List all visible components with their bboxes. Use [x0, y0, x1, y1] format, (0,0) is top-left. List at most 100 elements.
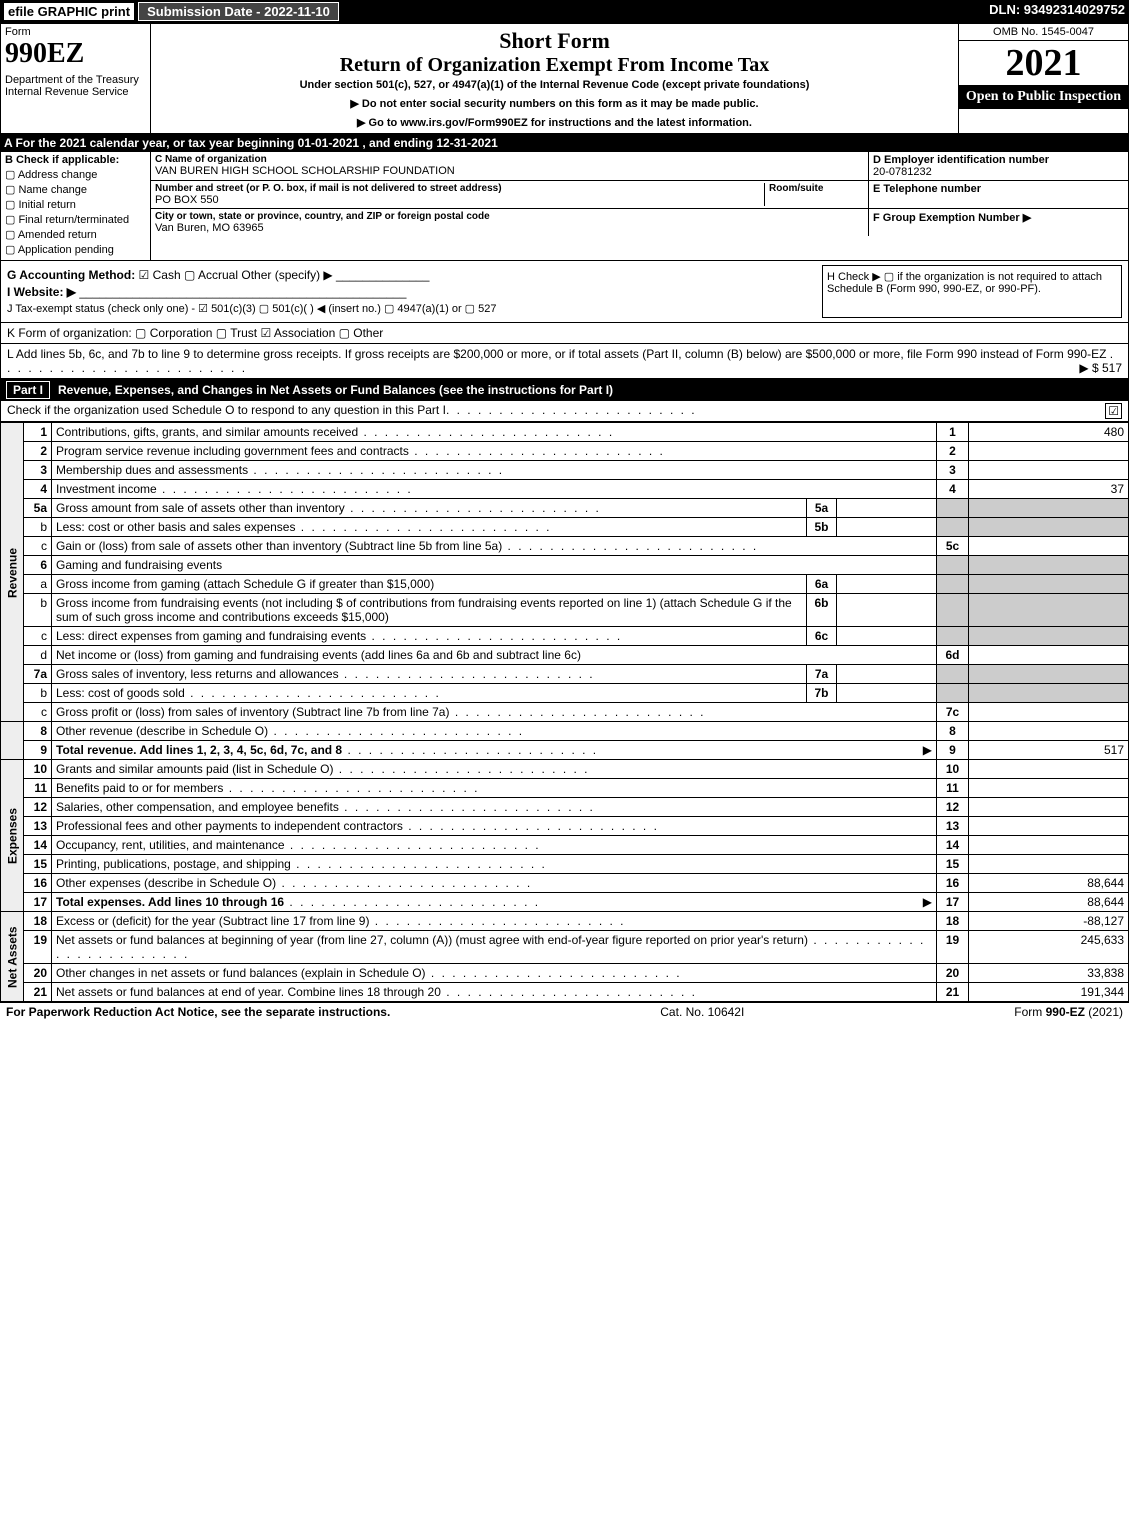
ln16-cell: 16 — [937, 874, 969, 893]
cb-final-return[interactable]: Final return/terminated — [5, 213, 146, 226]
ln5c-cell: 5c — [937, 537, 969, 556]
g-accrual[interactable]: ▢ Accrual — [184, 268, 238, 282]
ln7b-text: Less: cost of goods sold — [56, 686, 185, 700]
section-bcd: B Check if applicable: Address change Na… — [0, 152, 1129, 261]
form-number: 990EZ — [5, 38, 146, 70]
ln6b-num: b — [24, 594, 52, 627]
c-name-label: C Name of organization — [155, 154, 864, 165]
part1-title: Revenue, Expenses, and Changes in Net As… — [58, 383, 613, 397]
ln19-text: Net assets or fund balances at beginning… — [56, 933, 808, 947]
ln4-num: 4 — [24, 480, 52, 499]
ln6-num: 6 — [24, 556, 52, 575]
ln8-num: 8 — [24, 722, 52, 741]
cb-name-change[interactable]: Name change — [5, 183, 146, 196]
ln1-cell: 1 — [937, 423, 969, 442]
ln5a-num: 5a — [24, 499, 52, 518]
efile-label[interactable]: efile GRAPHIC print — [4, 3, 134, 20]
ln8-cell: 8 — [937, 722, 969, 741]
footer-left: For Paperwork Reduction Act Notice, see … — [6, 1005, 390, 1019]
ln17-amt: 88,644 — [969, 893, 1129, 912]
side-netassets: Net Assets — [1, 912, 24, 1002]
ln7c-cell: 7c — [937, 703, 969, 722]
form-word: Form — [5, 26, 146, 38]
ln15-num: 15 — [24, 855, 52, 874]
ln14-amt — [969, 836, 1129, 855]
ln5c-num: c — [24, 537, 52, 556]
ln19-num: 19 — [24, 931, 52, 964]
part1-checkbox[interactable]: ☑ — [1105, 403, 1122, 419]
c-city-label: City or town, state or province, country… — [155, 211, 864, 222]
ln21-text: Net assets or fund balances at end of ye… — [56, 985, 441, 999]
top-bar: efile GRAPHIC print Submission Date - 20… — [0, 0, 1129, 23]
ln6a-inner: 6a — [807, 575, 837, 594]
ln6d-text: Net income or (loss) from gaming and fun… — [56, 648, 581, 662]
ln14-text: Occupancy, rent, utilities, and maintena… — [56, 838, 285, 852]
ln7a-num: 7a — [24, 665, 52, 684]
ln1-text: Contributions, gifts, grants, and simila… — [56, 425, 358, 439]
ln13-num: 13 — [24, 817, 52, 836]
cb-application-pending[interactable]: Application pending — [5, 243, 146, 256]
ln16-text: Other expenses (describe in Schedule O) — [56, 876, 276, 890]
e-tel-label: E Telephone number — [873, 183, 1124, 195]
under-section: Under section 501(c), 527, or 4947(a)(1)… — [155, 79, 954, 91]
ln6c-text: Less: direct expenses from gaming and fu… — [56, 629, 366, 643]
ln6a-text: Gross income from gaming (attach Schedul… — [56, 577, 434, 591]
open-inspection: Open to Public Inspection — [959, 85, 1128, 109]
ln18-cell: 18 — [937, 912, 969, 931]
ln15-cell: 15 — [937, 855, 969, 874]
row-a-period: A For the 2021 calendar year, or tax yea… — [0, 134, 1129, 152]
g-cash[interactable]: ☑ Cash — [139, 268, 181, 282]
omb-number: OMB No. 1545-0047 — [959, 24, 1128, 41]
ln21-cell: 21 — [937, 983, 969, 1002]
l-gross-receipts: L Add lines 5b, 6c, and 7b to line 9 to … — [0, 344, 1129, 379]
ln9-text: Total revenue. Add lines 1, 2, 3, 4, 5c,… — [56, 743, 342, 757]
ln7c-amt — [969, 703, 1129, 722]
ln17-text: Total expenses. Add lines 10 through 16 — [56, 895, 284, 909]
ln11-num: 11 — [24, 779, 52, 798]
org-address: PO BOX 550 — [155, 194, 764, 206]
g-label: G Accounting Method: — [7, 268, 135, 282]
ln5a-inamt — [837, 499, 937, 518]
ln18-num: 18 — [24, 912, 52, 931]
section-ghij: G Accounting Method: ☑ Cash ▢ Accrual Ot… — [0, 261, 1129, 323]
ln20-text: Other changes in net assets or fund bala… — [56, 966, 426, 980]
h-schedule-b[interactable]: H Check ▶ ▢ if the organization is not r… — [822, 265, 1122, 318]
ln5a-text: Gross amount from sale of assets other t… — [56, 501, 345, 515]
ln7a-inner: 7a — [807, 665, 837, 684]
ln5b-inamt — [837, 518, 937, 537]
ln6c-inamt — [837, 627, 937, 646]
ln6c-inner: 6c — [807, 627, 837, 646]
side-revenue: Revenue — [1, 423, 24, 722]
d-ein-label: D Employer identification number — [873, 154, 1124, 166]
note-goto[interactable]: ▶ Go to www.irs.gov/Form990EZ for instru… — [155, 116, 954, 129]
ln8-amt — [969, 722, 1129, 741]
dln: DLN: 93492314029752 — [989, 2, 1125, 21]
cb-initial-return[interactable]: Initial return — [5, 198, 146, 211]
footer-right: Form 990-EZ (2021) — [1014, 1005, 1123, 1019]
j-tax-exempt: J Tax-exempt status (check only one) - ☑… — [7, 302, 814, 315]
ln19-amt: 245,633 — [969, 931, 1129, 964]
g-other[interactable]: Other (specify) ▶ — [241, 268, 332, 282]
ln12-text: Salaries, other compensation, and employ… — [56, 800, 339, 814]
cb-address-change[interactable]: Address change — [5, 168, 146, 181]
cb-amended-return[interactable]: Amended return — [5, 228, 146, 241]
k-form-org: K Form of organization: ▢ Corporation ▢ … — [0, 323, 1129, 344]
ln7c-text: Gross profit or (loss) from sales of inv… — [56, 705, 449, 719]
ln16-num: 16 — [24, 874, 52, 893]
ln5b-text: Less: cost or other basis and sales expe… — [56, 520, 295, 534]
ln5c-text: Gain or (loss) from sale of assets other… — [56, 539, 502, 553]
org-city: Van Buren, MO 63965 — [155, 222, 864, 234]
ln18-text: Excess or (deficit) for the year (Subtra… — [56, 914, 369, 928]
ln7a-text: Gross sales of inventory, less returns a… — [56, 667, 339, 681]
ln6b-inner: 6b — [807, 594, 837, 627]
ln10-text: Grants and similar amounts paid (list in… — [56, 762, 333, 776]
ln14-num: 14 — [24, 836, 52, 855]
ln11-cell: 11 — [937, 779, 969, 798]
ln2-cell: 2 — [937, 442, 969, 461]
ein-value: 20-0781232 — [873, 166, 1124, 178]
ln8-text: Other revenue (describe in Schedule O) — [56, 724, 268, 738]
ln9-amt: 517 — [969, 741, 1129, 760]
ln2-num: 2 — [24, 442, 52, 461]
ln13-amt — [969, 817, 1129, 836]
ln21-amt: 191,344 — [969, 983, 1129, 1002]
